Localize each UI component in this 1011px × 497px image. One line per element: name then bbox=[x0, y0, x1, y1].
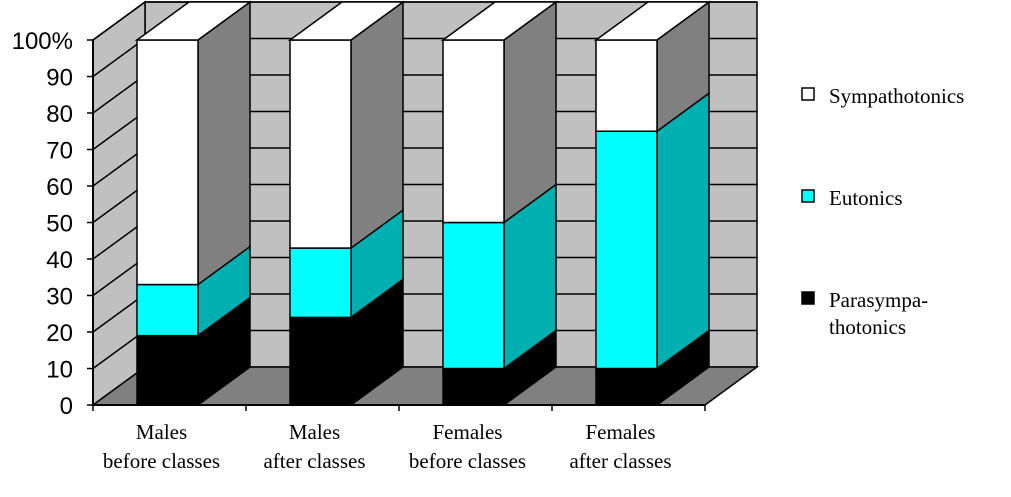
x-category-label: Females bbox=[586, 420, 656, 444]
x-category-label: Males bbox=[136, 420, 187, 444]
legend-label: thotonics bbox=[829, 315, 906, 339]
x-category-label: after classes bbox=[569, 449, 671, 473]
bar-sympathotonics bbox=[442, 39, 505, 224]
y-tick-label: 100% bbox=[12, 28, 73, 55]
y-tick-label: 20 bbox=[46, 320, 73, 347]
y-tick-label: 90 bbox=[46, 65, 73, 92]
bar-eutonics bbox=[136, 283, 199, 337]
y-tick-label: 80 bbox=[46, 101, 73, 128]
gridline-side bbox=[92, 1, 146, 41]
x-category-label: before classes bbox=[409, 449, 526, 473]
legend-item: Eutonics bbox=[801, 186, 903, 210]
bar-stack bbox=[593, 0, 712, 407]
bar-top bbox=[287, 1, 406, 41]
bar-top bbox=[440, 1, 559, 41]
x-category-label: after classes bbox=[263, 449, 365, 473]
bar-stack bbox=[440, 0, 559, 407]
bar-side-sympathotonics bbox=[350, 0, 404, 250]
bar-eutonics bbox=[442, 221, 505, 370]
y-tick-label: 70 bbox=[46, 138, 73, 165]
legend-item: Sympathotonics bbox=[801, 84, 964, 108]
y-tick-label: 40 bbox=[46, 247, 73, 274]
x-category-label: Males bbox=[289, 420, 340, 444]
legend-label: Eutonics bbox=[829, 186, 903, 210]
x-category-label: Females bbox=[433, 420, 503, 444]
bar-stack bbox=[287, 0, 406, 407]
bar-side-eutonics bbox=[656, 91, 710, 370]
x-category-label: before classes bbox=[103, 449, 220, 473]
bar-sympathotonics bbox=[595, 39, 658, 132]
bar-sympathotonics bbox=[136, 39, 199, 286]
bar-eutonics bbox=[595, 130, 658, 370]
legend-swatch bbox=[801, 189, 815, 203]
bar-parasympathotonics bbox=[136, 334, 199, 406]
legend-label: Sympathotonics bbox=[829, 84, 964, 108]
bar-parasympathotonics bbox=[595, 367, 658, 406]
bar-top bbox=[134, 1, 253, 41]
y-tick-label: 30 bbox=[46, 284, 73, 311]
y-tick-label: 60 bbox=[46, 174, 73, 201]
legend-swatch bbox=[801, 87, 815, 101]
legend-label: Parasympa- bbox=[829, 288, 928, 312]
bar-parasympathotonics bbox=[442, 367, 505, 406]
legend-swatch bbox=[801, 291, 815, 305]
bar-side-sympathotonics bbox=[197, 0, 251, 287]
y-tick-label: 10 bbox=[46, 357, 73, 384]
legend-item: Parasympa-thotonics bbox=[801, 288, 928, 339]
bar-parasympathotonics bbox=[289, 316, 352, 406]
bar-stack bbox=[134, 0, 253, 407]
y-tick-label: 50 bbox=[46, 211, 73, 238]
bar-eutonics bbox=[289, 247, 352, 319]
bar-top bbox=[593, 1, 712, 41]
bar-sympathotonics bbox=[289, 39, 352, 249]
y-tick-label: 0 bbox=[60, 393, 73, 420]
